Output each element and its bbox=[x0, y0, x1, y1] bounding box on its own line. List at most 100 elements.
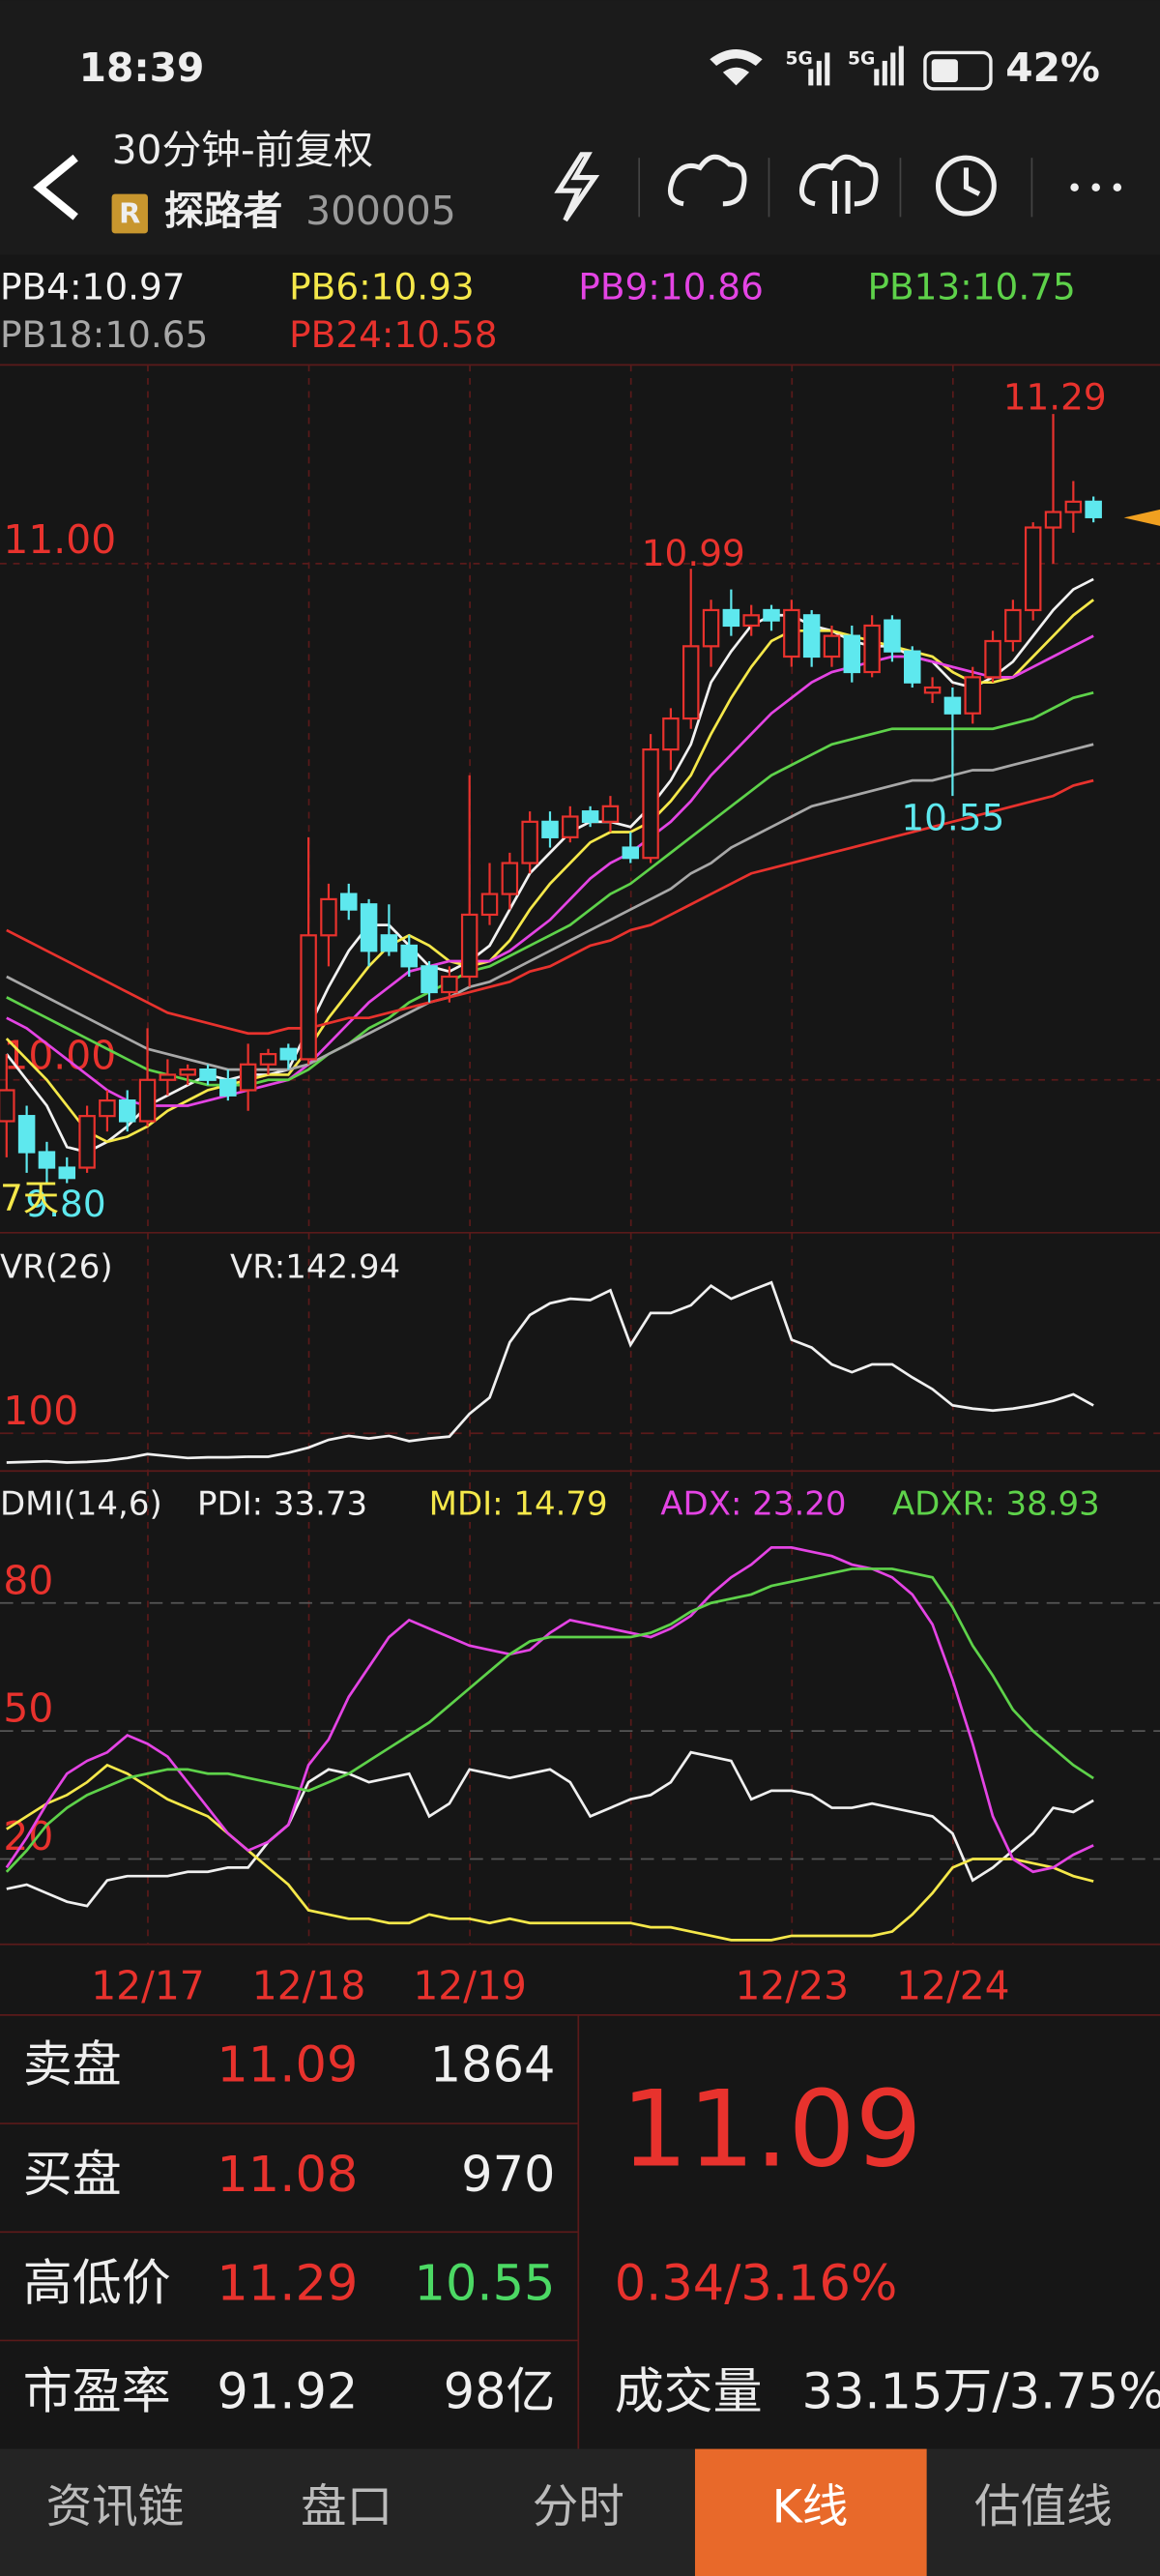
candle-body bbox=[138, 1078, 157, 1123]
candle-body bbox=[1064, 500, 1083, 513]
badge bbox=[111, 193, 148, 234]
quote-value: 10.55 bbox=[415, 2255, 556, 2312]
indicator-legend: ADX: 23.20 bbox=[660, 1484, 846, 1523]
candle-body bbox=[279, 1047, 298, 1061]
more-icon[interactable] bbox=[1070, 183, 1122, 192]
candle-body bbox=[642, 747, 659, 860]
badge-text: R bbox=[119, 197, 140, 230]
candle-body bbox=[823, 634, 841, 659]
indicator-line bbox=[6, 1763, 1094, 1942]
candle-body bbox=[99, 1099, 116, 1118]
candle-body bbox=[541, 820, 559, 838]
quote-value: 11.29 bbox=[217, 2255, 358, 2312]
candle-body bbox=[118, 1099, 136, 1123]
network: 5G bbox=[848, 49, 875, 70]
quote-value: 1864 bbox=[430, 2036, 556, 2093]
tab[interactable]: 估值线 bbox=[974, 2480, 1113, 2533]
indicator-line bbox=[5, 1546, 1094, 1874]
network: 5G bbox=[785, 49, 812, 70]
price-annotation: 9.80 bbox=[25, 1183, 105, 1225]
clock: 18:39 bbox=[79, 44, 205, 91]
indicator-line bbox=[5, 1567, 1094, 1873]
quote-value: 11.08 bbox=[217, 2147, 358, 2204]
indicator-legend: PDI: 33.73 bbox=[197, 1484, 367, 1523]
candle-body bbox=[763, 608, 780, 622]
quote-label: 买盘 bbox=[23, 2147, 122, 2204]
indicator-legend: MDI: 14.79 bbox=[429, 1484, 608, 1523]
indicator-tick-label: 100 bbox=[3, 1388, 78, 1434]
moving-average bbox=[6, 743, 1094, 1071]
candle-body bbox=[923, 686, 942, 694]
candle-body bbox=[300, 934, 317, 1061]
vr-value: VR:142.94 bbox=[230, 1248, 400, 1287]
quote-label: 高低价 bbox=[23, 2255, 171, 2312]
stock-code: 300005 bbox=[305, 188, 456, 234]
candle-body bbox=[400, 944, 418, 968]
candle-body bbox=[179, 1068, 196, 1076]
candle-body bbox=[984, 639, 1001, 679]
back-button[interactable] bbox=[33, 154, 78, 220]
vr-title: VR(26) bbox=[0, 1248, 113, 1287]
candle-body bbox=[1004, 608, 1022, 643]
candle-body bbox=[380, 934, 398, 952]
price-change: 0.34/3.16% bbox=[615, 2255, 898, 2312]
date-label: 12/19 bbox=[413, 1963, 527, 2009]
dmi-title: DMI(14,6) bbox=[0, 1484, 162, 1523]
tab[interactable]: 资讯链 bbox=[46, 2480, 185, 2533]
candle-body bbox=[17, 1115, 36, 1154]
date-label: 12/23 bbox=[735, 1963, 849, 2009]
history-icon[interactable] bbox=[935, 155, 997, 217]
date-label: 12/24 bbox=[896, 1963, 1010, 2009]
candle-body bbox=[38, 1151, 56, 1169]
battery bbox=[923, 50, 993, 91]
ma-legend: PB18:10.65 bbox=[0, 313, 208, 356]
indicator-tick-label: 50 bbox=[3, 1685, 53, 1732]
candle-body bbox=[581, 810, 599, 823]
volume-label: 成交量 bbox=[615, 2364, 763, 2421]
candle-body bbox=[1044, 511, 1062, 529]
tab[interactable]: K线 bbox=[772, 2480, 849, 2533]
candle-body bbox=[702, 608, 720, 648]
candle-body bbox=[1024, 526, 1042, 612]
quote-value: 11.09 bbox=[217, 2036, 358, 2093]
tab[interactable]: 分时 bbox=[533, 2480, 624, 2533]
candle-body bbox=[783, 608, 800, 659]
candle-body bbox=[320, 897, 337, 937]
candle-body bbox=[259, 1052, 277, 1066]
quote-value: 98亿 bbox=[444, 2364, 556, 2421]
active-tab[interactable] bbox=[694, 2448, 927, 2576]
last-price: 11.09 bbox=[621, 2067, 921, 2190]
cloud-upload-icon[interactable] bbox=[667, 154, 747, 207]
tab[interactable]: 盘口 bbox=[301, 2480, 392, 2533]
candle-body bbox=[480, 893, 499, 917]
price-annotation: 10.55 bbox=[901, 797, 1004, 839]
flash-icon[interactable] bbox=[554, 152, 600, 222]
candle-body bbox=[662, 717, 680, 751]
moving-average bbox=[6, 778, 1094, 1036]
ma-legend: PB9:10.86 bbox=[578, 266, 764, 308]
ma-legend: PB4:10.97 bbox=[0, 266, 186, 308]
candle-body bbox=[722, 608, 740, 628]
date-label: 12/17 bbox=[91, 1963, 205, 2009]
indicator-line bbox=[6, 1280, 1094, 1464]
candle-body bbox=[501, 862, 519, 895]
candle-body bbox=[340, 893, 358, 911]
candle-body bbox=[441, 975, 458, 994]
candle-body bbox=[622, 846, 640, 860]
indicator-tick-label: 80 bbox=[3, 1557, 53, 1603]
candle-body bbox=[943, 696, 962, 715]
quote-value: 91.92 bbox=[217, 2364, 358, 2421]
ma-legend: PB24:10.58 bbox=[289, 313, 497, 356]
page-title: 30分钟-前复权 bbox=[112, 127, 374, 173]
battery-percent: 42% bbox=[1005, 44, 1100, 91]
volume: 33.15万/3.75% bbox=[801, 2364, 1160, 2421]
cloud-sync-icon[interactable] bbox=[798, 154, 879, 214]
indicator-line bbox=[6, 1750, 1094, 1908]
price-annotation: 11.29 bbox=[1003, 376, 1107, 419]
candle-body bbox=[521, 820, 538, 864]
date-label: 12/18 bbox=[252, 1963, 366, 2009]
candle-body bbox=[199, 1068, 217, 1081]
